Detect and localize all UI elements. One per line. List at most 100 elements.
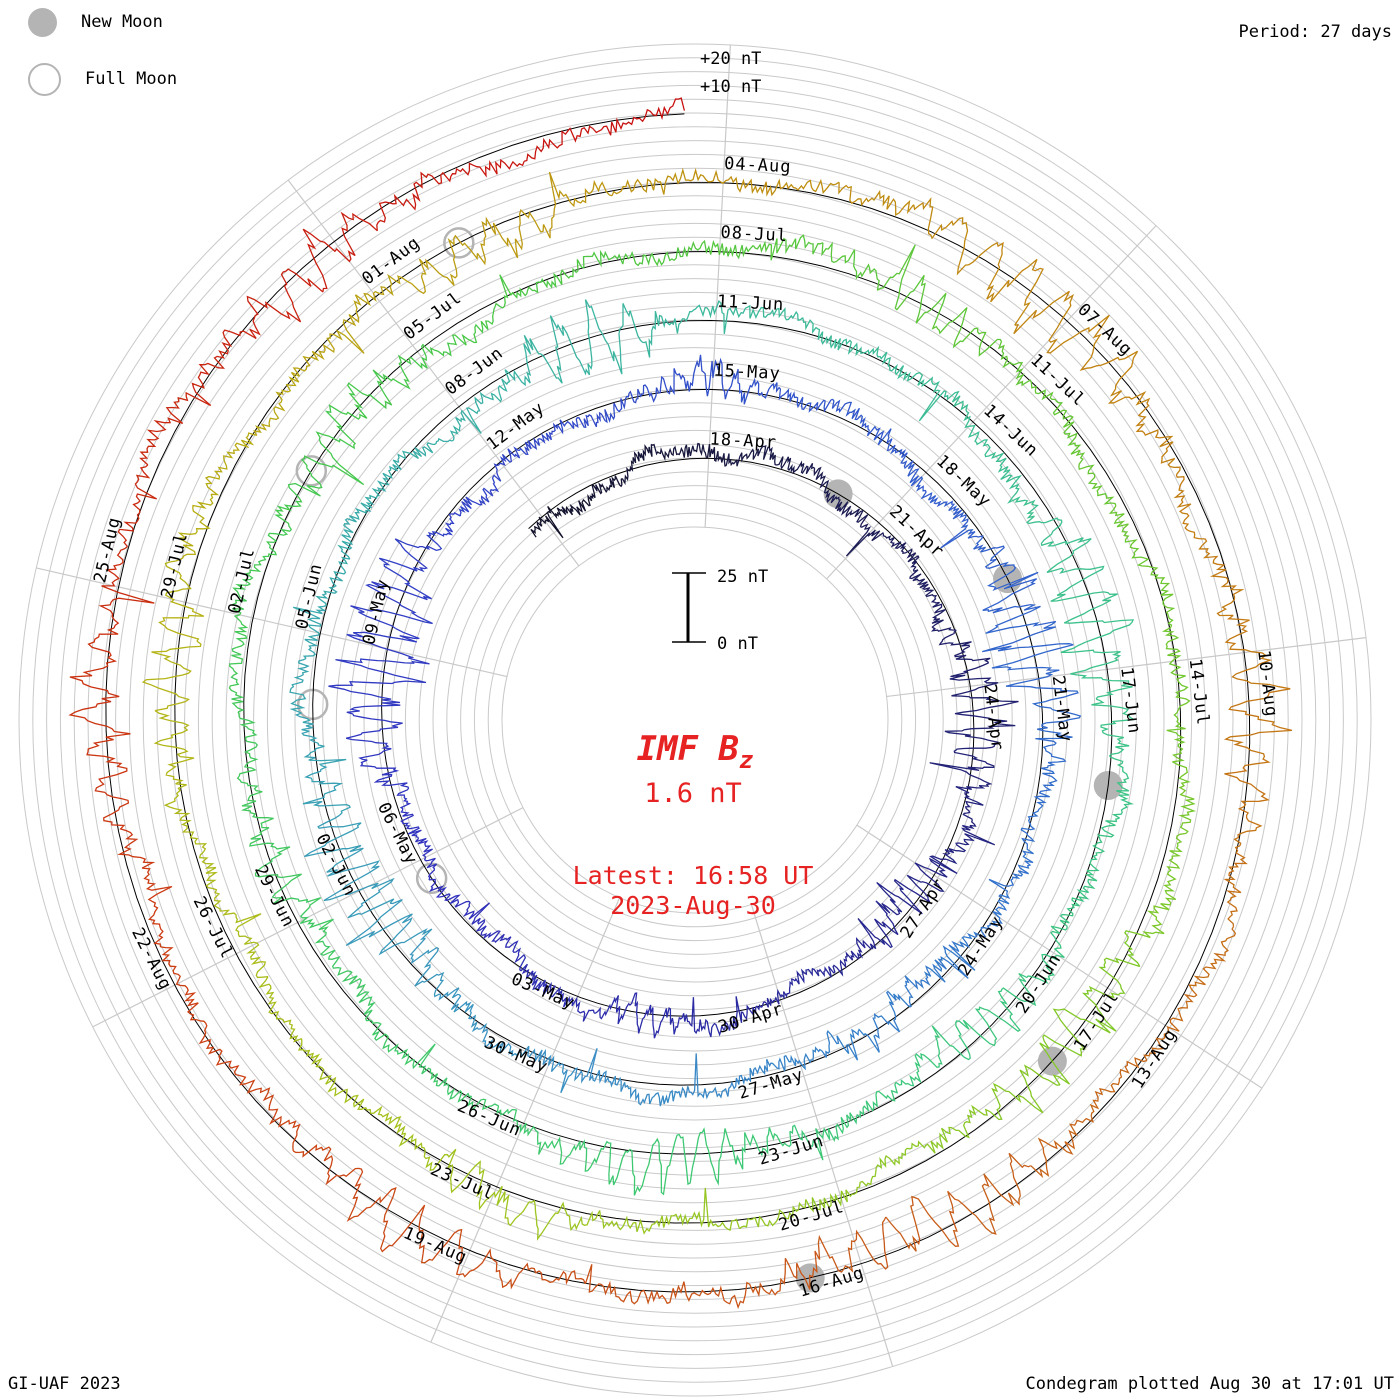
- trace-segment: [952, 395, 990, 447]
- trace-segment: [600, 97, 686, 136]
- trace-segment: [415, 837, 438, 881]
- trace-segment: [160, 946, 199, 1021]
- trace-segment: [530, 505, 564, 539]
- grid-circle: [197, 222, 1193, 1218]
- trace-segment: [895, 1041, 943, 1087]
- trace-segment: [304, 814, 364, 877]
- trace-segment: [906, 855, 958, 894]
- trace-segment: [409, 937, 445, 998]
- trace-segment: [440, 158, 525, 183]
- trace-segment: [501, 1262, 586, 1290]
- trace-segment: [98, 546, 155, 629]
- trace-segment: [139, 391, 211, 466]
- full-moon-label: Full Moon: [85, 69, 178, 89]
- trace-segment: [191, 329, 257, 406]
- trace-segment: [938, 629, 991, 664]
- trace-segment: [1079, 348, 1151, 406]
- trace-segment: [231, 583, 251, 649]
- trace-segment: [458, 487, 496, 516]
- trace-segment: [584, 299, 631, 375]
- trace-segment: [272, 896, 334, 944]
- grid-spoke: [430, 897, 621, 1343]
- grid-circle: [101, 126, 1289, 1314]
- date-label: 23-Jul: [427, 1160, 497, 1205]
- trace-segment: [462, 901, 499, 940]
- trace-segment: [302, 765, 351, 816]
- trace-segment: [350, 581, 433, 629]
- trace-segment: [196, 1018, 247, 1086]
- trace-segment: [289, 657, 310, 714]
- trace-segment: [982, 604, 1074, 653]
- trace-segment: [398, 1133, 458, 1194]
- trace-segment: [438, 987, 479, 1033]
- trace-segment: [450, 302, 504, 346]
- trace-segment: [1109, 755, 1135, 819]
- trace-segment: [991, 650, 1079, 703]
- trace-segment: [997, 341, 1046, 395]
- grid-circle: [156, 181, 1234, 1259]
- trace-segment: [759, 178, 840, 197]
- trace-segment: [611, 167, 687, 196]
- trace-segment: [142, 867, 173, 947]
- trace-segment: [752, 234, 824, 261]
- trace-segment: [805, 1179, 873, 1213]
- grid-circle: [473, 498, 917, 942]
- trace-segment: [1143, 993, 1195, 1061]
- period-annotation: Period: 27 days: [1238, 22, 1392, 42]
- trace-segment: [1050, 591, 1135, 647]
- trace-segment: [929, 745, 995, 787]
- trace-segment: [1091, 698, 1137, 757]
- trace-segment: [523, 315, 591, 384]
- trace-segment: [198, 851, 237, 916]
- trace-segment: [940, 528, 1005, 569]
- trace-segment: [1031, 700, 1082, 751]
- grid-spoke: [287, 179, 580, 567]
- trace-segment: [236, 775, 274, 840]
- trace-segment: [622, 245, 688, 267]
- date-label: 21-May: [1048, 674, 1076, 743]
- grid-circle: [501, 526, 889, 914]
- trace-segment: [175, 494, 214, 562]
- trace-segment: [1224, 614, 1291, 690]
- trace-segment: [411, 234, 479, 295]
- trace-segment: [1198, 544, 1245, 617]
- trace-segment: [781, 388, 832, 413]
- baseline-spiral-path: [105, 113, 1251, 1293]
- trace-segment: [877, 244, 947, 324]
- trace-segment: [725, 444, 769, 467]
- trace-segment: [1038, 925, 1068, 985]
- polar-grid: [18, 43, 1372, 1397]
- trace-segment: [360, 459, 402, 509]
- date-label: 11-Jun: [716, 292, 784, 316]
- trace-segment: [767, 446, 805, 474]
- trace-segment: [253, 371, 300, 436]
- trace-segment: [491, 930, 527, 971]
- trace-segment: [141, 640, 202, 712]
- date-label: 17-Jun: [1116, 666, 1144, 735]
- trace-segment: [1041, 391, 1082, 455]
- trace-segment: [745, 304, 804, 321]
- trace-segment: [335, 627, 430, 669]
- trace-segment: [1060, 645, 1133, 700]
- trace-segment: [944, 702, 1016, 747]
- trace-segment: [687, 299, 747, 334]
- trace-segment: [594, 992, 639, 1025]
- trace-segment: [245, 1079, 301, 1151]
- trace-segment: [241, 528, 291, 585]
- trace-segment: [491, 446, 521, 493]
- grid-circle: [363, 388, 1027, 1052]
- trace-segment: [163, 783, 208, 853]
- trace-segment: [348, 273, 413, 327]
- date-label: 30-May: [481, 1033, 551, 1078]
- trace-segment: [542, 171, 613, 239]
- trace-segment: [345, 713, 403, 761]
- trace-segment: [420, 1228, 503, 1282]
- trace-segment: [675, 1053, 729, 1100]
- trace-segment: [1030, 1116, 1094, 1179]
- grid-circle: [308, 333, 1082, 1107]
- trace-segment: [519, 963, 558, 998]
- trace-segment: [153, 710, 195, 785]
- grid-circle: [487, 512, 903, 928]
- moon-legend: New Moon Full Moon: [28, 0, 177, 101]
- grid-circle: [349, 374, 1041, 1066]
